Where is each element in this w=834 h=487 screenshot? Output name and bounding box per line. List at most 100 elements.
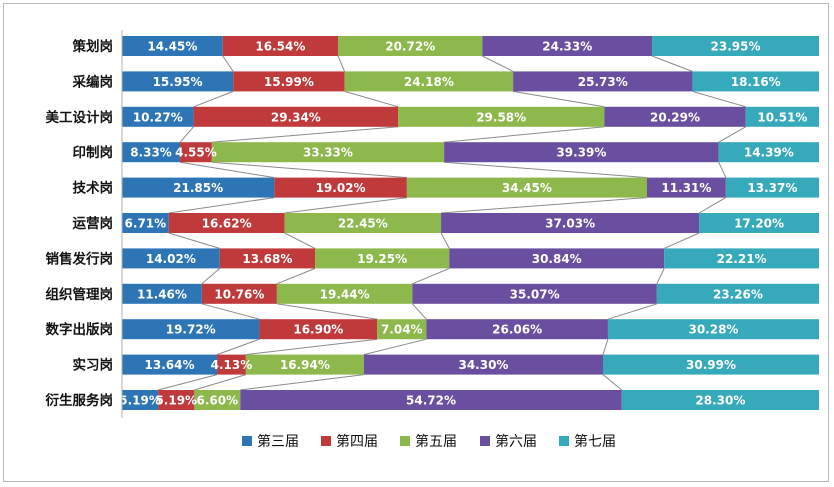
- bar-6-2: [315, 248, 450, 269]
- bar-10-1: [158, 390, 195, 410]
- value-label-2-0: 10.27%: [133, 110, 183, 124]
- bar-0-0: [122, 36, 223, 56]
- bar-6-1: [219, 248, 316, 269]
- category-label-4: 技术岗: [73, 180, 114, 197]
- bar-5-4: [699, 213, 819, 233]
- series-line-8-2: [363, 338, 427, 356]
- bar-7-0: [122, 283, 202, 304]
- value-label-2-2: 29.58%: [476, 110, 526, 124]
- value-label-0-0: 14.45%: [147, 40, 197, 54]
- bar-0-2: [338, 36, 483, 56]
- value-label-6-3: 30.84%: [532, 252, 582, 266]
- series-line-3-2: [444, 161, 648, 179]
- series-line-6-3: [656, 268, 665, 285]
- legend-label-1: 第四届: [336, 433, 378, 450]
- series-line-6-1: [276, 267, 316, 285]
- bar-4-2: [406, 177, 647, 198]
- value-label-6-0: 14.02%: [146, 252, 196, 266]
- series-line-0-0: [222, 55, 234, 72]
- value-label-3-4: 14.39%: [744, 146, 794, 160]
- value-label-1-4: 18.16%: [731, 75, 781, 89]
- bar-8-2: [377, 319, 427, 340]
- bar-1-0: [122, 71, 234, 92]
- value-label-9-1: 4.13%: [211, 358, 253, 372]
- stacked-bar-chart: 14.45% 16.54% 20.72% 24.33% 23.95% 15.95% 15.9…: [46, 30, 819, 450]
- value-label-5-0: 6.71%: [125, 217, 167, 231]
- bar-8-1: [259, 319, 378, 340]
- series-line-4-3: [698, 197, 727, 214]
- value-label-5-4: 17.20%: [734, 217, 784, 231]
- value-label-10-2: 6.60%: [197, 394, 239, 408]
- value-label-9-3: 34.30%: [458, 358, 508, 372]
- value-label-6-2: 19.25%: [357, 252, 407, 266]
- value-label-2-1: 29.34%: [271, 110, 321, 124]
- bar-4-4: [725, 177, 819, 198]
- value-label-8-3: 26.06%: [492, 323, 542, 337]
- value-label-6-1: 13.68%: [242, 252, 292, 266]
- bar-8-3: [426, 319, 608, 340]
- bar-9-4: [602, 354, 819, 375]
- bar-7-3: [412, 283, 657, 304]
- legend-label-3: 第六届: [495, 433, 537, 450]
- value-label-7-3: 35.07%: [510, 287, 560, 301]
- series-line-7-0: [201, 303, 260, 320]
- value-label-8-2: 7.04%: [381, 323, 423, 337]
- bar-1-3: [513, 71, 693, 92]
- legend-swatch-1: [321, 436, 331, 446]
- bar-10-4: [621, 390, 819, 410]
- series-line-5-2: [440, 232, 450, 249]
- value-label-3-2: 33.33%: [303, 146, 353, 160]
- series-line-2-1: [211, 126, 399, 143]
- series-line-7-2: [412, 303, 427, 320]
- bar-3-0: [122, 142, 181, 163]
- series-line-9-1: [194, 374, 247, 391]
- value-label-3-3: 39.39%: [556, 146, 606, 160]
- category-label-1: 采编岗: [73, 73, 114, 90]
- value-label-6-4: 22.21%: [717, 252, 767, 266]
- series-line-3-1: [211, 161, 407, 179]
- value-label-0-3: 24.33%: [542, 40, 592, 54]
- value-label-10-4: 28.30%: [695, 394, 745, 408]
- bars: [122, 36, 819, 410]
- series-line-5-3: [663, 232, 700, 249]
- value-label-1-3: 25.73%: [578, 75, 628, 89]
- category-label-9: 实习岗: [73, 357, 114, 374]
- value-label-5-3: 37.03%: [545, 217, 595, 231]
- bar-4-1: [274, 177, 407, 198]
- series-line-9-2: [240, 374, 364, 391]
- value-label-4-0: 21.85%: [173, 181, 223, 195]
- series-line-3-0: [179, 161, 275, 179]
- value-label-8-0: 19.72%: [166, 323, 216, 337]
- series-line-4-0: [168, 197, 275, 214]
- legend-swatch-2: [400, 436, 410, 446]
- bar-1-2: [344, 71, 514, 92]
- value-label-4-4: 13.37%: [747, 181, 797, 195]
- chart-frame: 14.45% 16.54% 20.72% 24.33% 23.95% 15.95% 15.9…: [3, 3, 829, 482]
- series-line-4-1: [284, 197, 407, 214]
- series-line-5-0: [168, 232, 220, 249]
- series-line-1-0: [193, 90, 234, 108]
- bar-2-3: [604, 106, 746, 127]
- value-label-1-0: 15.95%: [153, 75, 203, 89]
- bar-5-1: [168, 213, 285, 233]
- bar-5-2: [284, 213, 442, 233]
- value-label-7-0: 11.46%: [137, 287, 187, 301]
- value-label-7-2: 19.44%: [320, 287, 370, 301]
- bar-4-0: [122, 177, 275, 198]
- bar-1-1: [233, 71, 345, 92]
- bar-6-3: [449, 248, 665, 269]
- bar-9-2: [245, 354, 364, 375]
- series-line-8-0: [216, 338, 260, 356]
- value-label-0-1: 16.54%: [255, 40, 305, 54]
- value-label-3-0: 8.33%: [130, 146, 172, 160]
- value-label-9-2: 16.94%: [280, 358, 330, 372]
- value-label-5-1: 16.62%: [202, 217, 252, 231]
- category-label-2: 美工设计岗: [46, 109, 114, 126]
- value-label-1-2: 24.18%: [404, 75, 454, 89]
- series-line-4-2: [441, 197, 648, 214]
- value-label-4-3: 11.31%: [661, 181, 711, 195]
- category-label-3: 印制岗: [73, 144, 114, 161]
- value-label-10-0: 5.19%: [119, 394, 161, 408]
- series-lines: [158, 55, 746, 391]
- bar-4-3: [646, 177, 726, 198]
